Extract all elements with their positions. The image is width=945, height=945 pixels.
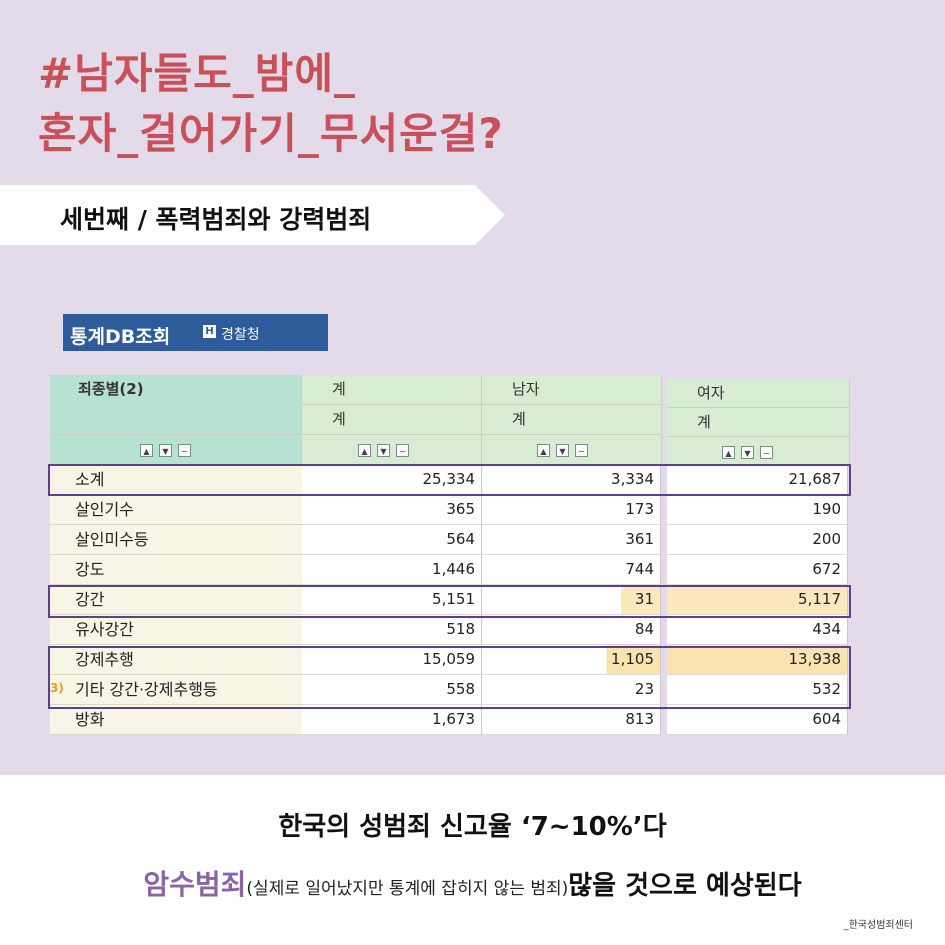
cell-female-highlighted: 5,117 (667, 585, 848, 615)
move-down-icon[interactable]: ▼ (377, 444, 390, 457)
row-label: 기타 강간·강제추행등 (50, 675, 302, 705)
emphasis-box-subtotal (48, 464, 851, 496)
sort-controls-1: ▲ ▼ − (140, 444, 191, 457)
h-badge-icon: H (203, 325, 216, 338)
minus-icon[interactable]: − (178, 444, 191, 457)
move-down-icon[interactable]: ▼ (741, 446, 754, 459)
cell-male-highlighted: 1,105 (482, 645, 661, 675)
cell-female-highlighted: 13,938 (667, 645, 848, 675)
cell-female: 672 (667, 555, 848, 585)
emphasis-box-indecent-assault (48, 646, 851, 709)
headline-line-2: 혼자_걸어가기_무서운걸? (38, 109, 504, 158)
row-label: 강제추행 (50, 645, 302, 675)
move-up-icon[interactable]: ▲ (140, 444, 153, 457)
row-label: 강도 (50, 555, 302, 585)
db-header-bar (63, 314, 328, 351)
move-up-icon[interactable]: ▲ (722, 446, 735, 459)
footnote-marker: 3) (50, 681, 64, 695)
cell-female: 532 (667, 675, 848, 705)
sort-row-male (482, 435, 662, 465)
row-header-cell: 죄종별(2) (50, 375, 302, 435)
cell-total: 1,446 (302, 555, 482, 585)
row-label: 유사강간 (50, 615, 302, 645)
minus-icon[interactable]: − (760, 446, 773, 459)
cell-male: 744 (482, 555, 661, 585)
minus-icon[interactable]: − (396, 444, 409, 457)
col-subheader-female: 계 (667, 408, 850, 437)
cell-male: 361 (482, 525, 661, 555)
hidden-crime-term: 암수범죄 (143, 868, 247, 901)
row-label: 방화 (50, 705, 302, 735)
row-label: 살인미수등 (50, 525, 302, 555)
cell-male: 84 (482, 615, 661, 645)
cell-female: 434 (667, 615, 848, 645)
cell-female: 190 (667, 495, 848, 525)
cell-total: 365 (302, 495, 482, 525)
col-subheader-male: 계 (482, 405, 662, 435)
cell-male: 813 (482, 705, 661, 735)
cell-total: 5,151 (302, 585, 482, 615)
row-label: 살인기수 (50, 495, 302, 525)
headline-line-1: #남자들도_밤에_ (38, 49, 357, 98)
agency-label: 경찰청 (221, 327, 260, 343)
cell-total: 25,334 (302, 465, 482, 495)
hidden-crime-tail: 많을 것으로 예상된다 (568, 871, 802, 901)
report-rate-statement: 한국의 성범죄 신고율 ‘7~10%’다 (278, 812, 667, 842)
emphasis-box-rape (48, 585, 851, 618)
minus-icon[interactable]: − (575, 444, 588, 457)
move-up-icon[interactable]: ▲ (537, 444, 550, 457)
move-down-icon[interactable]: ▼ (159, 444, 172, 457)
source-credit: _한국성범죄센터 (843, 920, 913, 931)
cell-female: 200 (667, 525, 848, 555)
sort-controls-2: ▲ ▼ − (358, 444, 409, 457)
sort-controls-3: ▲ ▼ − (537, 444, 588, 457)
cell-total: 558 (302, 675, 482, 705)
col-header-female: 여자 (667, 379, 850, 408)
hidden-crime-definition: (실제로 일어났지만 통계에 잡히지 않는 범죄) (246, 879, 569, 899)
cell-total: 15,059 (302, 645, 482, 675)
sort-controls-4: ▲ ▼ − (722, 446, 773, 459)
cell-male: 23 (482, 675, 661, 705)
col-subheader-total: 계 (302, 405, 482, 435)
cell-total: 564 (302, 525, 482, 555)
cell-total: 518 (302, 615, 482, 645)
row-label: 강간 (50, 585, 302, 615)
db-title: 통계DB조회 (70, 326, 171, 348)
section-banner-text: 세번째 / 폭력범죄와 강력범죄 (60, 205, 372, 234)
col-header-total: 계 (302, 375, 482, 405)
section-banner (0, 185, 475, 245)
move-up-icon[interactable]: ▲ (358, 444, 371, 457)
move-down-icon[interactable]: ▼ (556, 444, 569, 457)
cell-female: 604 (667, 705, 848, 735)
cell-male-highlighted: 31 (482, 585, 661, 615)
col-header-male: 남자 (482, 375, 662, 405)
banner-arrow-tip (475, 185, 505, 245)
hidden-crime-statement: 암수범죄(실제로 일어났지만 통계에 잡히지 않는 범죄)많을 것으로 예상된다 (0, 863, 945, 903)
cell-male: 3,334 (482, 465, 661, 495)
cell-male: 173 (482, 495, 661, 525)
cell-total: 1,673 (302, 705, 482, 735)
